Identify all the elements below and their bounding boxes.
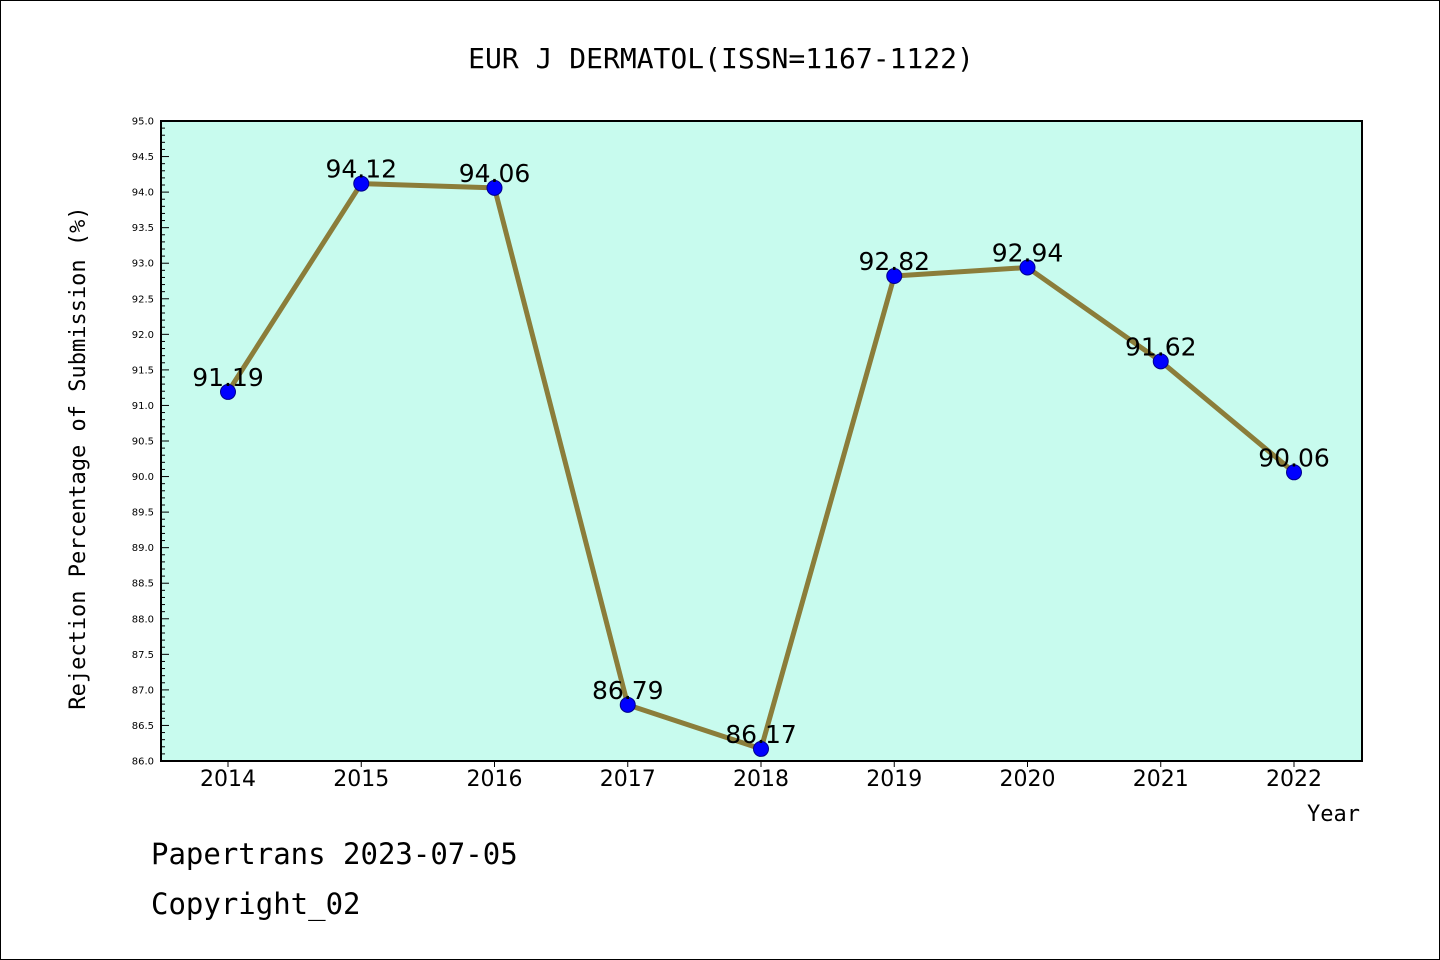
data-label-2022: 90.06	[1258, 443, 1330, 472]
x-tick-label-2014: 2014	[200, 767, 256, 792]
y-tick-label: 92.5	[132, 294, 154, 305]
plot-area	[161, 121, 1362, 761]
y-tick-label: 89.5	[132, 508, 154, 519]
y-tick-label: 86.0	[132, 757, 154, 768]
data-point-2015	[353, 175, 370, 192]
y-tick-label: 92.0	[132, 330, 154, 341]
x-tick-label-2017: 2017	[600, 767, 656, 792]
data-point-2017	[619, 696, 636, 713]
series-layer: 91.19 94.12 94.06 86.79 86.17 92.82 92.94 91.62…	[192, 155, 1330, 757]
y-tick-label: 87.0	[132, 685, 154, 696]
x-tick-label-2016: 2016	[467, 767, 523, 792]
data-point-2022	[1286, 464, 1302, 481]
x-tick-label-2022: 2022	[1266, 767, 1322, 792]
data-point-2016	[486, 179, 503, 196]
y-tick-label: 93.5	[132, 223, 154, 234]
x-axis-ticks: 2014 2015 2016 2017 2018 2019 2020 2021 2022	[200, 761, 1322, 792]
y-tick-label: 94.5	[132, 152, 154, 163]
data-label-2019: 92.82	[858, 247, 930, 276]
y-tick-label: 91.0	[132, 401, 154, 412]
y-axis-label: Rejection Percentage of Submission (%)	[66, 206, 91, 709]
y-tick-label: 87.5	[132, 650, 154, 661]
data-label-2020: 92.94	[992, 238, 1064, 267]
x-tick-label-2021: 2021	[1133, 767, 1189, 792]
x-tick-label-2018: 2018	[733, 767, 789, 792]
data-label-2021: 91.62	[1125, 332, 1197, 361]
y-tick-label: 88.5	[132, 579, 154, 590]
data-label-2015: 94.12	[325, 155, 397, 184]
y-tick-label: 89.0	[132, 543, 154, 554]
data-label-2017: 86.79	[592, 676, 664, 705]
data-label-2018: 86.17	[725, 720, 797, 749]
x-tick-label-2020: 2020	[1000, 767, 1056, 792]
y-tick-label: 94.0	[132, 188, 154, 199]
plot-frame	[160, 120, 1363, 762]
data-label-2016: 94.06	[459, 159, 531, 188]
footer-date: Papertrans 2023-07-05	[151, 837, 518, 871]
y-tick-label: 88.0	[132, 614, 154, 625]
y-tick-label: 95.0	[132, 117, 154, 128]
data-label-2014: 91.19	[192, 363, 264, 392]
x-tick-label-2019: 2019	[866, 767, 922, 792]
data-point-2014	[220, 383, 236, 400]
x-tick-label-2015: 2015	[333, 767, 389, 792]
y-axis-ticks: 86.0 86.5 87.0 87.5 88.0 88.5 89.0 89.5 90.0 90.5…	[132, 117, 169, 768]
y-tick-label: 91.5	[132, 365, 154, 376]
y-tick-label: 90.5	[132, 437, 154, 448]
y-tick-label: 93.0	[132, 259, 154, 270]
data-point-2020	[1019, 259, 1036, 276]
data-point-2019	[886, 268, 903, 285]
chart-title: EUR J DERMATOL(ISSN=1167-1122)	[468, 42, 974, 75]
footer-copyright: Copyright_02	[151, 887, 361, 921]
data-point-2021	[1152, 353, 1169, 370]
y-tick-label: 90.0	[132, 472, 154, 483]
x-axis-label: Year	[1307, 802, 1360, 827]
y-tick-label: 86.5	[132, 721, 154, 732]
data-point-2018	[753, 740, 769, 757]
